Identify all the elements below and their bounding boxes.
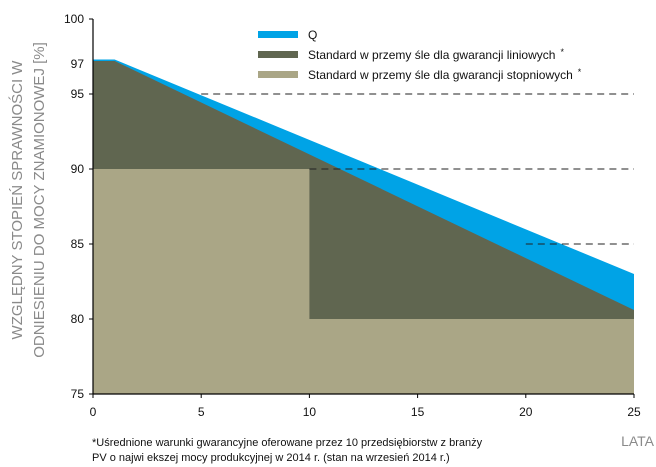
legend-label-linear: Standard w przemy śle dla gwarancji lini… [308,47,564,62]
series-step-area [93,169,634,394]
x-tick-label-25: 25 [627,405,641,419]
y-tick-label-85: 85 [71,237,85,251]
y-tick-label-90: 90 [71,162,85,176]
x-tick-label-20: 20 [519,405,533,419]
y-tick-label-75: 75 [71,387,85,401]
x-tick-label-5: 5 [198,405,205,419]
x-tick-label-10: 10 [303,405,317,419]
y-axis-ticks: 75 80 85 90 95 100 [64,12,93,401]
y-tick-label-100: 100 [64,12,84,26]
y-tick-label-highlight: 97 [71,57,85,71]
legend: Q Standard w przemy śle dla gwarancji li… [258,28,582,82]
y-axis-label-line2: ODNIESIENIU DO MOCY ZNAMIONOWEJ [%] [31,42,48,358]
legend-swatch-q [258,31,298,38]
legend-label-linear-text: Standard w przemy śle dla gwarancji lini… [308,48,555,62]
y-tick-label-95: 95 [71,87,85,101]
legend-swatch-linear [258,51,298,58]
footnote-line2: PV o najwi ekszej mocy produkcyjnej w 20… [92,452,450,464]
grid-lines [201,93,634,245]
legend-label-step: Standard w przemy śle dla gwarancji stop… [308,67,582,82]
y-axis-label: WZGLĘDNY STOPIEŃ SPRAWNOŚCI W ODNIESIENI… [8,42,48,358]
x-axis-label: LATA [621,433,655,449]
x-tick-label-15: 15 [411,405,425,419]
legend-label-step-text: Standard w przemy śle dla gwarancji stop… [308,68,573,82]
y-axis-label-line1: WZGLĘDNY STOPIEŃ SPRAWNOŚCI W [8,60,26,340]
x-tick-label-0: 0 [90,405,97,419]
y-tick-label-80: 80 [71,312,85,326]
legend-label-step-mark: * [578,67,582,77]
legend-swatch-step [258,71,298,78]
legend-label-linear-mark: * [560,47,564,57]
legend-label-q: Q [308,28,317,42]
x-axis-ticks: 0 5 10 15 20 25 [90,394,641,419]
footnote-line1: *Uśrednione warunki gwarancyjne oferowan… [92,437,483,449]
